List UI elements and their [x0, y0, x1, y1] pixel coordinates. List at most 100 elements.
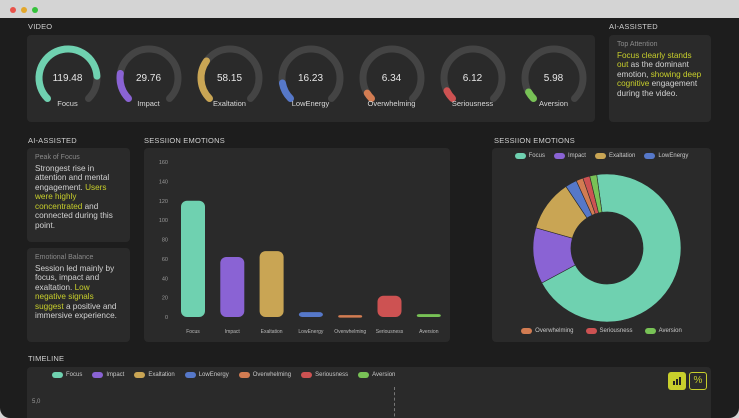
bar-impact[interactable] [220, 256, 245, 317]
bar-overwhelming[interactable] [338, 315, 363, 318]
legend-label: Impact [106, 372, 125, 378]
legend-label: Seriousness [315, 372, 349, 378]
bar-chart-title: SESSIION EMOTIONS [144, 136, 225, 145]
bar-lowenergy[interactable] [298, 312, 323, 317]
bar-chart: 0 20 40 60 80 100 120 140 160 Focus Impact Exaltati… [159, 160, 441, 335]
top-ai-label: AI-ASSISTED [609, 22, 658, 31]
minimize-dot[interactable] [21, 7, 27, 13]
gauge-arc [359, 45, 424, 103]
gauge-value: 6.12 [462, 73, 483, 84]
gauge-track [359, 45, 424, 103]
gauge-impact: 29.76 Impact [108, 43, 189, 108]
legend-item-exaltation[interactable]: Exaltation [134, 372, 175, 378]
timeline-panel: Focus Impact Exaltation LowEnergy Overwhelmi… [27, 367, 711, 418]
gauge-label: Focus [57, 99, 78, 108]
legend-item-impact[interactable]: Impact [553, 153, 586, 159]
body-text: and connected during this point. [35, 201, 113, 230]
legend-label: Aversion [658, 328, 682, 334]
legend-item-exaltation[interactable]: Exaltation [594, 153, 636, 159]
legend-swatch [521, 328, 533, 334]
body-text: a positive and immersive experience. [35, 301, 117, 321]
gauge-aversion: 5.98 Aversion [513, 43, 594, 108]
gauge-exaltation: 58.15 Exaltation [189, 43, 270, 108]
bar-chart-toggle-button[interactable] [668, 372, 686, 390]
gauge-lowenergy: 16.23 LowEnergy [270, 43, 351, 108]
legend-swatch [514, 153, 526, 159]
legend-swatch [358, 372, 370, 378]
y-tick: 5,0 [32, 399, 41, 405]
maximize-dot[interactable] [32, 7, 38, 13]
side-ai-label: AI-ASSISTED [28, 136, 77, 145]
video-label: VIDEO [28, 22, 53, 31]
legend-item-focus[interactable]: Focus [514, 153, 545, 159]
slice-focus[interactable] [541, 173, 682, 323]
donut-chart-title: SESSIION EMOTIONS [494, 136, 575, 145]
gauge-label: Aversion [538, 99, 569, 108]
legend-item-seriousness[interactable]: Seriousness [585, 328, 633, 334]
legend-item-lowenergy[interactable]: LowEnergy [644, 153, 688, 159]
bar-seriousness[interactable] [377, 295, 402, 317]
body-text: as the dominant emotion, [617, 60, 689, 79]
legend-swatch [594, 153, 606, 159]
legend-label: LowEnergy [658, 153, 689, 159]
legend-item-seriousness[interactable]: Seriousness [301, 372, 348, 378]
legend-swatch [644, 153, 656, 159]
bar-aversion[interactable] [416, 314, 441, 317]
gauge-fill [363, 89, 375, 103]
y-tick-label: 0 [165, 315, 168, 321]
x-tick-label: Impact [225, 329, 241, 335]
x-tick-label: LowEnergy [298, 329, 324, 335]
legend-item-aversion[interactable]: Aversion [644, 328, 682, 334]
legend-label: Focus [66, 372, 83, 378]
legend-label: Overwhelming [252, 372, 292, 378]
gauge-label: Overwhelming [367, 99, 416, 108]
card-title: Peak of Focus [35, 154, 80, 161]
gauge-arc [116, 45, 181, 103]
legend-item-aversion[interactable]: Aversion [358, 372, 395, 378]
legend-label: Exaltation [608, 153, 636, 159]
gauge-value: 29.76 [135, 73, 162, 84]
percent-toggle-button[interactable]: % [689, 372, 707, 390]
gauge-arc [197, 45, 262, 103]
gauge-fill [116, 69, 132, 103]
legend-label: Aversion [372, 372, 396, 378]
highlight-text: Low negative signals suggest [35, 282, 94, 311]
gauge-focus: 119.48 Focus [27, 43, 108, 108]
body-text: engagement during the video. [617, 79, 698, 98]
legend-swatch [52, 372, 63, 378]
gauge-fill [442, 87, 456, 103]
dashboard: VIDEO 119.48 Focus 29.76 Impact 58.15 Exaltat… [0, 18, 739, 418]
slice-aversion[interactable] [589, 174, 603, 214]
legend-swatch [585, 328, 597, 334]
legend-swatch [238, 372, 250, 378]
gauge-overwhelming: 6.34 Overwhelming [351, 43, 432, 108]
gauge-value: 16.23 [297, 73, 324, 84]
legend-swatch [644, 328, 656, 334]
bar-chart-icon [673, 377, 681, 385]
legend-item-impact[interactable]: Impact [92, 372, 124, 378]
highlight-text: Focus clearly stands out [617, 51, 692, 70]
bar-exaltation[interactable] [259, 251, 284, 317]
body-text: Strongest rise in attention and mental e… [35, 164, 110, 192]
legend-item-overwhelming[interactable]: Overwhelming [238, 372, 292, 378]
window-controls [10, 7, 38, 13]
bar-focus[interactable] [181, 200, 205, 317]
legend-item-focus[interactable]: Focus [52, 372, 82, 378]
legend-label: Seriousness [599, 328, 633, 334]
x-tick-label: Focus [186, 329, 200, 335]
gauge-label: LowEnergy [291, 99, 330, 108]
legend-swatch [553, 153, 565, 159]
gauges-panel: 119.48 Focus 29.76 Impact 58.15 Exaltation 16.… [27, 35, 595, 122]
y-tick-label: 80 [162, 238, 168, 244]
y-tick-label: 60 [162, 257, 168, 263]
gauge-fill [197, 57, 213, 103]
legend-item-lowenergy[interactable]: LowEnergy [184, 372, 229, 378]
gauge-arc [278, 45, 343, 103]
gauge-value: 58.15 [216, 73, 243, 84]
donut-chart [532, 173, 682, 323]
close-dot[interactable] [10, 7, 16, 13]
gauge-label: Impact [137, 99, 160, 108]
legend-item-overwhelming[interactable]: Overwhelming [521, 328, 574, 334]
gauge-track [521, 45, 586, 103]
gauge-value: 6.34 [381, 73, 402, 84]
